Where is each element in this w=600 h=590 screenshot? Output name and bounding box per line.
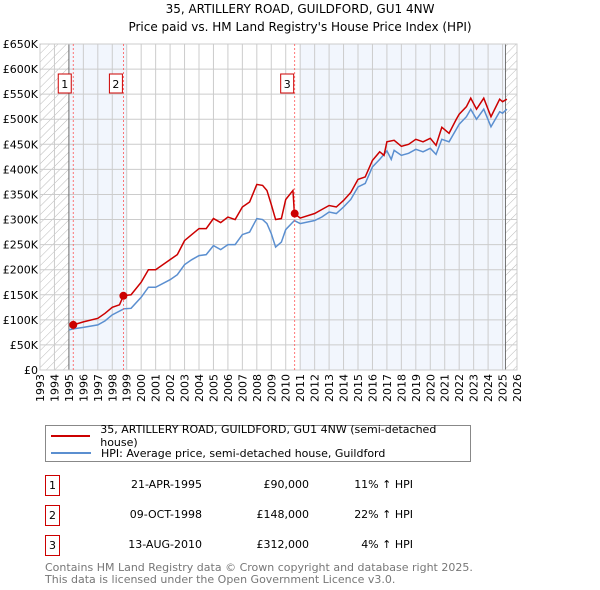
x-tick-label: 2014 <box>338 374 351 402</box>
sale-hpi-diff: 22% ↑ HPI <box>354 508 413 521</box>
x-tick-label: 2008 <box>251 374 264 402</box>
sale-marker-label: 1 <box>45 475 60 496</box>
legend-swatch-red <box>51 435 91 437</box>
sale-price: £90,000 <box>263 478 310 491</box>
y-tick-label: £0 <box>24 364 38 377</box>
x-tick-label: 2016 <box>366 374 379 402</box>
x-tick-label: 2000 <box>135 374 148 402</box>
sale-marker-label: 2 <box>112 78 119 91</box>
sale-marker-label: 3 <box>45 535 60 556</box>
sale-point <box>290 209 299 218</box>
x-tick-label: 2019 <box>410 374 423 402</box>
sale-point <box>119 291 128 300</box>
x-tick-label: 2005 <box>207 374 220 402</box>
y-tick-label: £650K <box>3 38 39 51</box>
x-tick-label: 2021 <box>439 374 452 402</box>
legend-label: 35, ARTILLERY ROAD, GUILDFORD, GU1 4NW (… <box>100 423 437 449</box>
hpi-line <box>68 107 508 331</box>
x-tick-label: 2006 <box>222 374 235 402</box>
x-tick-label: 1998 <box>106 374 119 402</box>
sale-price: £148,000 <box>256 508 310 521</box>
y-tick-label: £200K <box>3 264 39 277</box>
x-tick-label: 2012 <box>309 374 322 402</box>
x-tick-label: 2025 <box>497 374 510 402</box>
y-tick-label: £300K <box>3 214 39 227</box>
x-tick-label: 1994 <box>48 374 61 402</box>
x-tick-label: 2001 <box>150 374 163 402</box>
footer-license: This data is licensed under the Open Gov… <box>45 573 396 586</box>
x-tick-label: 2018 <box>395 374 408 402</box>
x-tick-label: 2010 <box>280 374 293 402</box>
x-tick-label: 2002 <box>164 374 177 402</box>
sale-date: 09-OCT-1998 <box>129 508 202 521</box>
x-tick-label: 2009 <box>265 374 278 402</box>
sale-marker-box <box>108 73 123 94</box>
x-tick-label: 2011 <box>294 374 307 402</box>
y-tick-label: £450K <box>3 138 39 151</box>
shaded-range <box>300 44 506 370</box>
x-tick-label: 2026 <box>511 374 524 402</box>
legend-label: HPI: Average price, semi-detached house,… <box>101 446 386 460</box>
x-tick-label: 1993 <box>34 374 47 402</box>
x-tick-label: 2013 <box>323 374 336 402</box>
sale-marker-label: 2 <box>45 505 60 526</box>
sale-marker-box <box>57 73 72 94</box>
sale-marker-box <box>280 73 295 94</box>
sale-marker-label: 1 <box>61 78 68 91</box>
sale-date: 21-APR-1995 <box>130 478 202 491</box>
sale-point <box>69 320 78 329</box>
legend: 35, ARTILLERY ROAD, GUILDFORD, GU1 4NW (… <box>45 423 471 462</box>
y-tick-label: £500K <box>3 113 39 126</box>
x-tick-label: 2023 <box>468 374 481 402</box>
x-tick-label: 2022 <box>453 374 466 402</box>
plot-frame <box>39 43 518 371</box>
x-tick-label: 2004 <box>193 374 206 402</box>
legend-item-property: 35, ARTILLERY ROAD, GUILDFORD, GU1 4NW (… <box>51 423 470 449</box>
x-tick-label: 1996 <box>77 374 90 402</box>
sale-price: £312,000 <box>256 538 310 551</box>
sale-marker-label: 3 <box>284 78 291 91</box>
y-tick-label: £400K <box>3 163 39 176</box>
x-tick-label: 2024 <box>482 374 495 402</box>
y-tick-label: £50K <box>10 339 39 352</box>
y-tick-label: £550K <box>3 88 39 101</box>
table-row: 3 13-AUG-2010 £312,000 4% ↑ HPI <box>45 535 485 556</box>
hatched-range <box>505 44 517 370</box>
x-tick-label: 2015 <box>352 374 365 402</box>
x-tick-label: 2003 <box>179 374 192 402</box>
x-tick-label: 1997 <box>92 374 105 402</box>
footer-copyright: Contains HM Land Registry data © Crown c… <box>45 561 473 574</box>
y-tick-label: £150K <box>3 289 39 302</box>
sale-hpi-diff: 4% ↑ HPI <box>361 538 413 551</box>
y-tick-label: £600K <box>3 63 39 76</box>
x-tick-label: 2020 <box>424 374 437 402</box>
y-tick-label: £250K <box>3 239 39 252</box>
chart-subtitle: Price paid vs. HM Land Registry's House … <box>128 20 471 34</box>
table-row: 2 09-OCT-1998 £148,000 22% ↑ HPI <box>45 505 485 526</box>
x-tick-label: 1999 <box>121 374 134 402</box>
legend-swatch-blue <box>51 452 91 454</box>
chart-title: 35, ARTILLERY ROAD, GUILDFORD, GU1 4NW <box>166 2 435 16</box>
x-tick-label: 1995 <box>63 374 76 402</box>
table-row: 1 21-APR-1995 £90,000 11% ↑ HPI <box>45 475 485 496</box>
sale-date: 13-AUG-2010 <box>128 538 202 551</box>
price-chart: 35, ARTILLERY ROAD, GUILDFORD, GU1 4NW P… <box>3 2 524 402</box>
y-tick-label: £100K <box>3 314 39 327</box>
legend-item-hpi: HPI: Average price, semi-detached house,… <box>51 445 385 461</box>
x-tick-label: 2017 <box>381 374 394 402</box>
y-tick-label: £350K <box>3 188 39 201</box>
x-tick-label: 2007 <box>236 374 249 402</box>
sale-hpi-diff: 11% ↑ HPI <box>354 478 413 491</box>
